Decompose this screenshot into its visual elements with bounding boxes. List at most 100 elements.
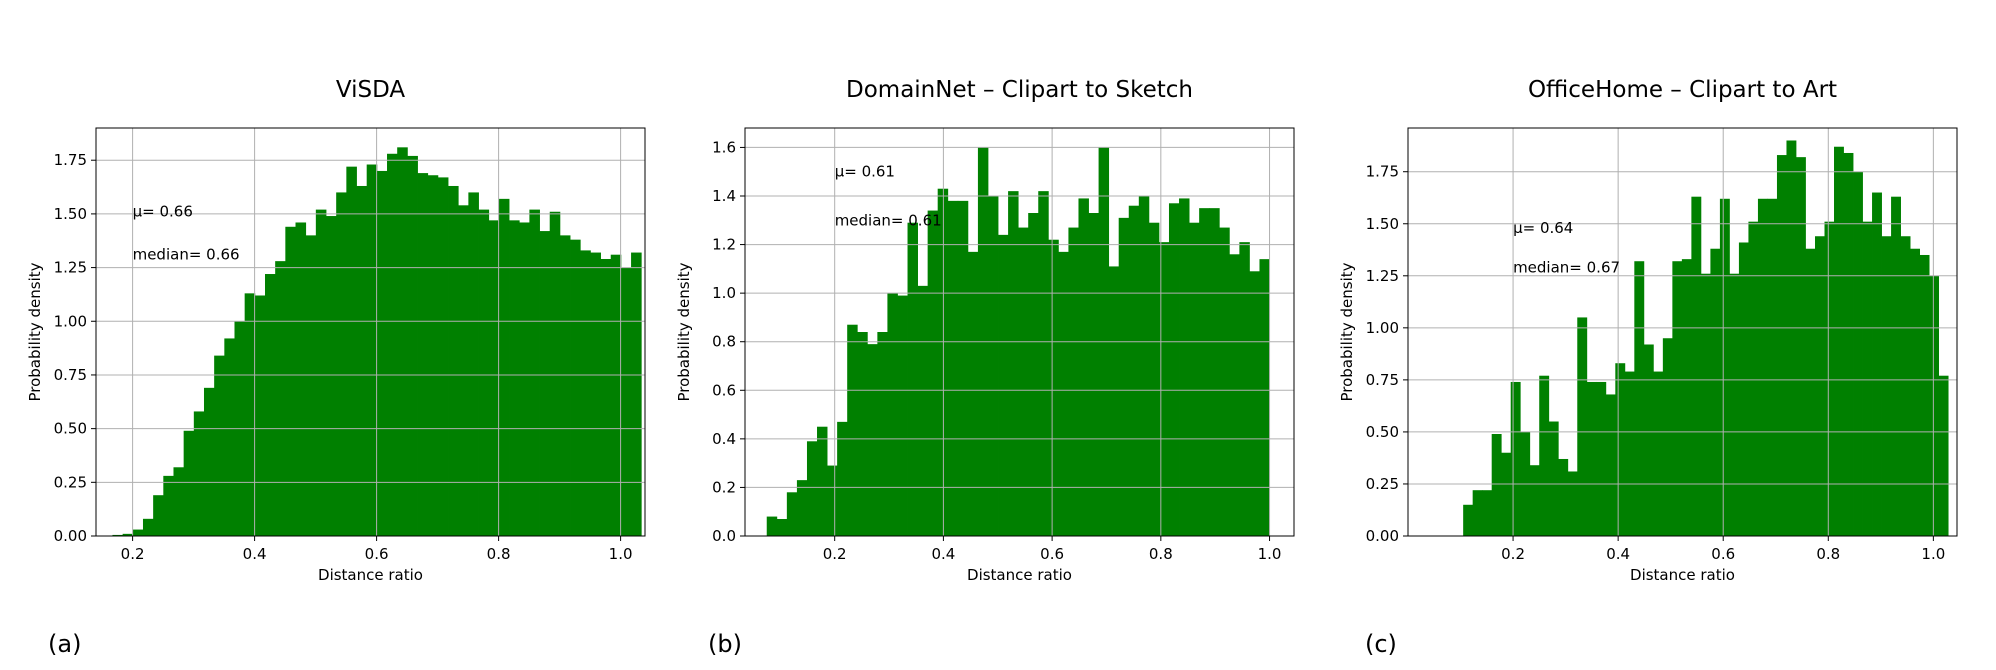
histogram-bar	[488, 220, 500, 536]
annotation-text: median= 0.67	[1513, 258, 1620, 276]
histogram-bar	[1138, 196, 1150, 536]
y-tick-label: 1.75	[54, 151, 87, 169]
histogram-bar	[1891, 196, 1901, 536]
histogram-bar	[887, 293, 898, 536]
panel-label: (a)	[48, 630, 81, 658]
histogram-bar	[265, 274, 276, 536]
histogram-bar	[387, 153, 398, 536]
annotation-text: median= 0.66	[133, 246, 240, 264]
histogram-bar	[295, 222, 307, 537]
histogram-bar	[173, 467, 185, 536]
histogram-bar	[1767, 198, 1778, 536]
histogram-bar	[498, 198, 510, 537]
histogram-bar	[967, 251, 979, 537]
histogram-bar	[1158, 242, 1170, 536]
histogram-bar	[1491, 434, 1502, 536]
histogram-bar	[877, 332, 888, 536]
annotation-text: μ= 0.66	[133, 203, 193, 221]
y-axis-label: Probability density	[1338, 262, 1356, 401]
histogram-bar	[1729, 273, 1740, 536]
y-tick-label: 1.50	[1366, 215, 1399, 233]
histogram-bar	[1058, 251, 1069, 537]
histogram-bar	[244, 293, 256, 536]
chart-title: ViSDA	[336, 77, 406, 103]
histogram-bar	[1634, 261, 1645, 536]
histogram-bar	[1653, 371, 1664, 536]
histogram-bar	[1078, 198, 1089, 536]
y-tick-label: 0.00	[54, 527, 87, 545]
histogram-bar	[1148, 222, 1160, 536]
y-tick-label: 0.8	[712, 333, 736, 351]
histogram-bar	[1919, 254, 1930, 537]
x-tick-label: 1.0	[1258, 545, 1282, 563]
histogram-bar	[590, 252, 601, 537]
y-tick-label: 1.00	[54, 312, 87, 330]
x-tick-label: 0.8	[1816, 545, 1840, 563]
y-tick-label: 1.75	[1366, 163, 1399, 181]
y-tick-label: 0.4	[712, 430, 736, 448]
histogram-bar	[1501, 452, 1512, 536]
y-tick-label: 0.00	[1366, 527, 1399, 545]
x-tick-label: 0.4	[243, 545, 267, 563]
histogram-bar	[1843, 152, 1854, 537]
histogram-bar	[285, 226, 296, 536]
histogram-bar	[407, 155, 418, 537]
x-tick-label: 0.8	[1149, 545, 1173, 563]
x-tick-label: 1.0	[609, 545, 633, 563]
histogram-bar	[1700, 273, 1711, 536]
histogram-bar	[224, 338, 235, 536]
histogram-bar	[142, 518, 154, 536]
histogram-bar	[458, 205, 469, 536]
histogram-bar	[1199, 208, 1210, 536]
histogram-bar	[1900, 236, 1911, 537]
histogram-bar	[1548, 421, 1559, 536]
histogram-bar	[1239, 242, 1250, 536]
histogram-bar	[315, 209, 327, 536]
y-tick-label: 0.50	[54, 420, 87, 438]
histogram-bar	[529, 209, 540, 536]
histogram-bar	[1795, 157, 1806, 536]
y-tick-label: 1.00	[1366, 319, 1399, 337]
histogram-bar	[1482, 490, 1493, 536]
y-tick-label: 0.6	[712, 381, 736, 399]
y-tick-label: 0.2	[712, 478, 736, 496]
histogram-bar	[214, 355, 225, 536]
x-axis-label: Distance ratio	[967, 566, 1072, 584]
histogram-bar	[1929, 275, 1940, 536]
histogram-bar	[1118, 217, 1130, 537]
histogram-bar	[1463, 504, 1474, 536]
histogram-bar	[1938, 375, 1949, 536]
histogram-bars	[112, 147, 642, 537]
histogram-bar	[1624, 371, 1635, 536]
histogram-bar	[468, 192, 479, 537]
histogram-bar	[275, 261, 286, 536]
histogram-bar	[1786, 140, 1797, 537]
histogram-bar	[1209, 208, 1220, 536]
y-tick-label: 1.25	[1366, 267, 1399, 285]
histogram-bar	[1910, 248, 1920, 537]
histogram-bar	[907, 222, 918, 536]
histogram-bar	[1681, 259, 1692, 536]
histogram-bar	[857, 332, 868, 536]
histogram-bar	[437, 177, 449, 536]
histogram-bar	[1738, 242, 1749, 537]
histogram-bar	[1128, 205, 1140, 536]
y-tick-label: 1.25	[54, 259, 87, 277]
histogram-bar	[766, 516, 778, 536]
histogram-bar	[917, 285, 929, 536]
histogram-bar	[203, 387, 215, 536]
annotation-text: μ= 0.61	[835, 163, 895, 181]
histogram-bar	[897, 295, 908, 536]
histogram-bar	[1834, 146, 1844, 537]
histogram-bar	[1219, 227, 1230, 536]
histogram-bar	[1662, 338, 1673, 536]
histogram-bar	[1748, 221, 1759, 537]
histogram-bar	[1259, 259, 1270, 536]
x-tick-label: 0.2	[1501, 545, 1525, 563]
chart-3: 0.2 0.4 0.6 0.8 1.0 0.00 0.25 0.50 0.75 1.00 1.25 1…	[1338, 77, 1958, 658]
histogram-bar	[122, 533, 134, 536]
x-tick-label: 0.6	[1040, 545, 1064, 563]
histogram-bar	[827, 465, 838, 536]
x-tick-label: 0.4	[1606, 545, 1630, 563]
grid	[745, 128, 1294, 537]
